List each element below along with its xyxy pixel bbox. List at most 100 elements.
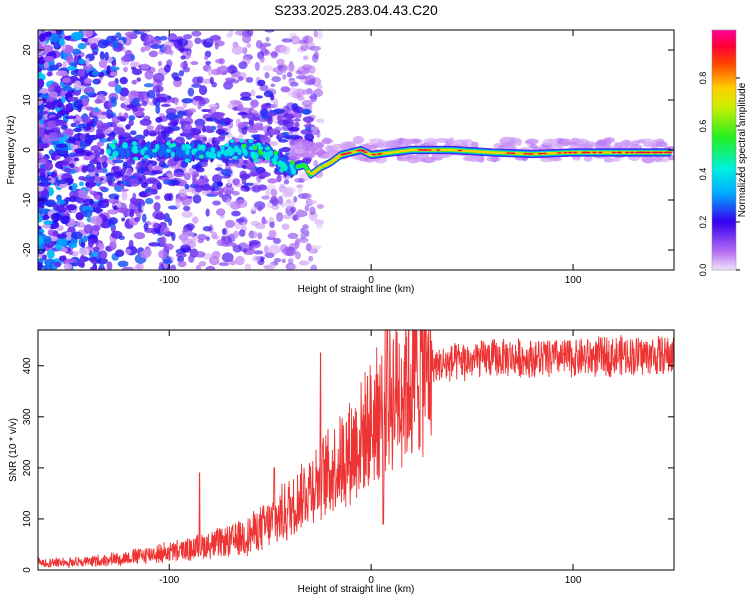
- noise-blob: [54, 155, 61, 160]
- noise-blob: [125, 124, 131, 130]
- noise-blob: [77, 58, 86, 65]
- noise-blob: [107, 81, 118, 88]
- noise-blob: [75, 211, 84, 221]
- noise-blob: [124, 97, 130, 107]
- noise-blob: [89, 266, 97, 270]
- ridge-blob: [112, 139, 118, 144]
- ridge-halo: [401, 138, 415, 145]
- noise-blob: [122, 266, 134, 270]
- noise-blob: [173, 76, 182, 82]
- noise-blob: [271, 204, 280, 210]
- noise-blob: [99, 51, 105, 60]
- noise-blob: [202, 225, 212, 232]
- noise-blob: [106, 113, 114, 119]
- ridge-blob: [232, 155, 238, 160]
- noise-blob: [197, 233, 208, 241]
- noise-blob: [303, 124, 316, 128]
- noise-blob: [270, 188, 278, 197]
- noise-blob: [269, 230, 276, 238]
- ridge-halo: [529, 143, 538, 149]
- noise-blob: [300, 109, 312, 115]
- noise-blob: [310, 93, 318, 103]
- noise-blob: [305, 242, 312, 252]
- noise-blob: [175, 252, 187, 258]
- noise-blob: [94, 98, 102, 104]
- noise-blob: [238, 133, 244, 141]
- noise-blob: [65, 231, 73, 241]
- noise-blob: [309, 126, 320, 136]
- noise-blob: [302, 55, 309, 61]
- noise-blob: [74, 120, 81, 125]
- noise-blob: [127, 178, 139, 185]
- noise-blob: [250, 220, 260, 227]
- noise-blob: [187, 108, 197, 114]
- noise-blob: [65, 156, 73, 162]
- ridge-halo: [542, 138, 559, 146]
- ridge-cell: [586, 151, 591, 154]
- spectral-ridge: [106, 138, 672, 179]
- noise-blob: [105, 172, 115, 179]
- noise-blob: [316, 30, 323, 40]
- ridge-cell: [170, 151, 176, 158]
- noise-blob: [81, 241, 86, 248]
- noise-blob: [41, 136, 52, 144]
- noise-blob: [282, 74, 287, 80]
- noise-blob: [272, 237, 282, 244]
- ridge-blob: [200, 144, 206, 149]
- noise-blob: [117, 260, 129, 268]
- noise-blob: [203, 38, 214, 48]
- noise-blob: [45, 31, 52, 37]
- noise-blob: [139, 94, 145, 103]
- chart-title: S233.2025.283.04.43.C20: [274, 2, 438, 18]
- noise-blob: [64, 258, 77, 264]
- ridge-cell: [523, 153, 528, 155]
- noise-blob: [180, 55, 186, 60]
- y-tick-label: 0: [22, 147, 33, 153]
- noise-blob: [263, 245, 269, 254]
- ridge-cell: [210, 146, 216, 154]
- noise-blob: [61, 96, 66, 104]
- noise-blob: [85, 151, 92, 157]
- noise-blob: [297, 185, 303, 194]
- ridge-halo: [453, 139, 468, 148]
- noise-blob: [209, 76, 215, 85]
- noise-blob: [134, 264, 142, 270]
- noise-blob: [287, 232, 299, 239]
- noise-blob: [218, 262, 230, 267]
- noise-blob: [191, 83, 202, 88]
- noise-blob: [77, 104, 82, 113]
- noise-blob: [310, 264, 318, 270]
- noise-blob: [56, 199, 66, 205]
- noise-blob: [210, 191, 222, 196]
- noise-blob: [204, 55, 209, 61]
- noise-blob: [205, 208, 210, 217]
- noise-blob: [308, 255, 314, 262]
- noise-blob: [42, 264, 52, 270]
- noise-blob: [126, 158, 133, 165]
- noise-blob: [184, 183, 190, 190]
- noise-blob: [79, 140, 85, 148]
- noise-blob: [94, 176, 101, 184]
- noise-blob: [78, 247, 90, 256]
- noise-blob: [150, 39, 162, 45]
- noise-blob: [163, 259, 173, 265]
- noise-blob: [267, 140, 279, 146]
- noise-blob: [123, 112, 129, 119]
- noise-blob: [131, 68, 143, 76]
- noise-blob: [198, 261, 207, 267]
- noise-blob: [130, 91, 140, 97]
- ridge-cell: [629, 151, 635, 154]
- noise-blob: [108, 66, 120, 71]
- ridge-cell: [667, 151, 672, 154]
- ridge-blob: [271, 158, 277, 163]
- noise-blob: [79, 181, 84, 187]
- noise-blob: [158, 161, 167, 168]
- noise-blob: [141, 100, 148, 107]
- noise-blob: [43, 235, 52, 245]
- noise-blob: [281, 258, 286, 263]
- noise-blob: [281, 223, 290, 231]
- noise-blob: [208, 103, 219, 109]
- ridge-blob: [224, 143, 230, 148]
- noise-blob: [209, 35, 221, 41]
- noise-blob: [115, 249, 125, 257]
